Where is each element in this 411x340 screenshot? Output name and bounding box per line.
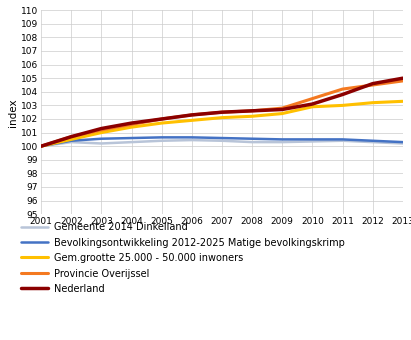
Bevolkingsontwikkeling 2012-2025 Matige bevolkingskrimp <box>280 137 285 141</box>
Nederland <box>159 117 164 121</box>
Nederland <box>189 113 194 117</box>
Gemeente 2014 Dinkelland <box>310 139 315 143</box>
Y-axis label: index: index <box>8 98 18 126</box>
Line: Bevolkingsontwikkeling 2012-2025 Matige bevolkingskrimp: Bevolkingsontwikkeling 2012-2025 Matige … <box>41 137 403 146</box>
Provincie Overijssel <box>99 128 104 132</box>
Gem.grootte 25.000 - 50.000 inwoners <box>400 99 405 103</box>
Nederland <box>310 102 315 106</box>
Nederland <box>99 126 104 131</box>
Gemeente 2014 Dinkelland <box>370 140 375 144</box>
Gemeente 2014 Dinkelland <box>69 140 74 144</box>
Bevolkingsontwikkeling 2012-2025 Matige bevolkingskrimp <box>370 139 375 143</box>
Provincie Overijssel <box>340 87 345 91</box>
Nederland <box>129 121 134 125</box>
Nederland <box>69 135 74 139</box>
Nederland <box>340 92 345 97</box>
Gemeente 2014 Dinkelland <box>189 138 194 142</box>
Bevolkingsontwikkeling 2012-2025 Matige bevolkingskrimp <box>159 135 164 139</box>
Gem.grootte 25.000 - 50.000 inwoners <box>340 103 345 107</box>
Gemeente 2014 Dinkelland <box>400 141 405 146</box>
Gem.grootte 25.000 - 50.000 inwoners <box>159 121 164 125</box>
Nederland <box>249 109 254 113</box>
Gemeente 2014 Dinkelland <box>219 139 224 143</box>
Provincie Overijssel <box>370 83 375 87</box>
Gem.grootte 25.000 - 50.000 inwoners <box>280 112 285 116</box>
Gem.grootte 25.000 - 50.000 inwoners <box>99 131 104 135</box>
Provincie Overijssel <box>159 117 164 121</box>
Bevolkingsontwikkeling 2012-2025 Matige bevolkingskrimp <box>340 137 345 141</box>
Provincie Overijssel <box>69 135 74 139</box>
Gem.grootte 25.000 - 50.000 inwoners <box>249 114 254 118</box>
Gem.grootte 25.000 - 50.000 inwoners <box>370 101 375 105</box>
Nederland <box>280 107 285 112</box>
Bevolkingsontwikkeling 2012-2025 Matige bevolkingskrimp <box>219 136 224 140</box>
Nederland <box>39 144 44 148</box>
Gemeente 2014 Dinkelland <box>340 139 345 143</box>
Bevolkingsontwikkeling 2012-2025 Matige bevolkingskrimp <box>249 137 254 141</box>
Gem.grootte 25.000 - 50.000 inwoners <box>219 116 224 120</box>
Nederland <box>400 76 405 80</box>
Gemeente 2014 Dinkelland <box>159 139 164 143</box>
Legend: Gemeente 2014 Dinkelland, Bevolkingsontwikkeling 2012-2025 Matige bevolkingskrim: Gemeente 2014 Dinkelland, Bevolkingsontw… <box>21 222 345 294</box>
Line: Provincie Overijssel: Provincie Overijssel <box>41 81 403 146</box>
Bevolkingsontwikkeling 2012-2025 Matige bevolkingskrimp <box>400 140 405 144</box>
Gemeente 2014 Dinkelland <box>99 141 104 146</box>
Line: Nederland: Nederland <box>41 78 403 146</box>
Bevolkingsontwikkeling 2012-2025 Matige bevolkingskrimp <box>129 136 134 140</box>
Nederland <box>219 110 224 114</box>
Bevolkingsontwikkeling 2012-2025 Matige bevolkingskrimp <box>39 144 44 148</box>
Bevolkingsontwikkeling 2012-2025 Matige bevolkingskrimp <box>69 139 74 143</box>
Provincie Overijssel <box>280 106 285 110</box>
Provincie Overijssel <box>39 144 44 148</box>
Bevolkingsontwikkeling 2012-2025 Matige bevolkingskrimp <box>189 135 194 139</box>
Gem.grootte 25.000 - 50.000 inwoners <box>39 144 44 148</box>
Provincie Overijssel <box>219 110 224 114</box>
Provincie Overijssel <box>189 113 194 117</box>
Bevolkingsontwikkeling 2012-2025 Matige bevolkingskrimp <box>310 137 315 141</box>
Gem.grootte 25.000 - 50.000 inwoners <box>310 105 315 109</box>
Gem.grootte 25.000 - 50.000 inwoners <box>189 118 194 122</box>
Provincie Overijssel <box>400 79 405 83</box>
Gemeente 2014 Dinkelland <box>39 144 44 148</box>
Gemeente 2014 Dinkelland <box>280 140 285 144</box>
Gem.grootte 25.000 - 50.000 inwoners <box>69 137 74 141</box>
Gem.grootte 25.000 - 50.000 inwoners <box>129 125 134 129</box>
Bevolkingsontwikkeling 2012-2025 Matige bevolkingskrimp <box>99 137 104 141</box>
Provincie Overijssel <box>310 97 315 101</box>
Provincie Overijssel <box>129 122 134 126</box>
Line: Gemeente 2014 Dinkelland: Gemeente 2014 Dinkelland <box>41 140 403 146</box>
Line: Gem.grootte 25.000 - 50.000 inwoners: Gem.grootte 25.000 - 50.000 inwoners <box>41 101 403 146</box>
Nederland <box>370 82 375 86</box>
Gemeente 2014 Dinkelland <box>129 140 134 144</box>
Provincie Overijssel <box>249 109 254 113</box>
Gemeente 2014 Dinkelland <box>249 140 254 144</box>
